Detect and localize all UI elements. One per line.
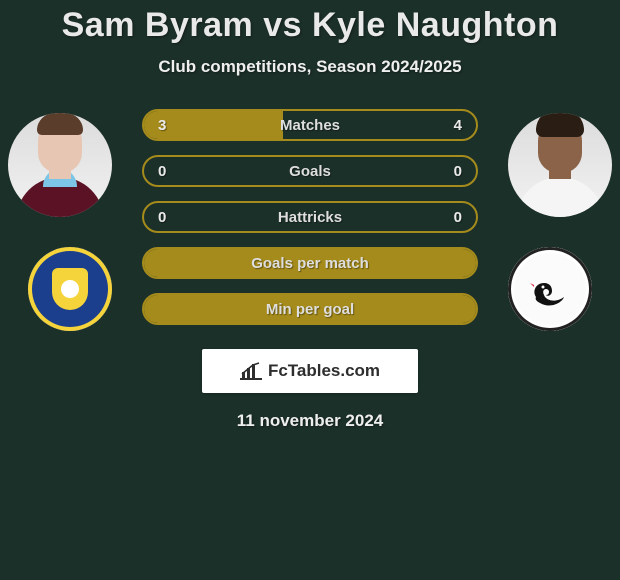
player1-club-crest <box>28 247 112 331</box>
stat-value-left: 0 <box>158 163 166 180</box>
player1-avatar <box>8 113 112 217</box>
comparison-panel: 3 Matches 4 0 Goals 0 0 Hattricks 0 Goals per mat… <box>0 109 620 325</box>
stat-label: Hattricks <box>278 209 342 226</box>
stat-row: 3 Matches 4 <box>142 109 478 141</box>
title-player2: Kyle Naughton <box>312 6 558 44</box>
brand-text: FcTables.com <box>268 361 380 381</box>
stat-row: 0 Goals 0 <box>142 155 478 187</box>
page-title: Sam Byram vs Kyle Naughton <box>0 0 620 45</box>
date-text: 11 november 2024 <box>0 411 620 431</box>
player2-silhouette-icon <box>508 113 612 217</box>
stat-row: Goals per match <box>142 247 478 279</box>
player2-club-crest <box>508 247 592 331</box>
subtitle: Club competitions, Season 2024/2025 <box>0 57 620 77</box>
stat-row: 0 Hattricks 0 <box>142 201 478 233</box>
title-vs: vs <box>263 6 302 44</box>
stat-value-right: 0 <box>454 163 462 180</box>
stat-label: Goals <box>289 163 331 180</box>
stat-value-left: 0 <box>158 209 166 226</box>
bar-chart-icon <box>240 362 262 380</box>
title-player1: Sam Byram <box>62 6 254 44</box>
stat-label: Min per goal <box>266 301 354 318</box>
swansea-crest-icon <box>508 247 592 331</box>
leeds-crest-icon <box>28 247 112 331</box>
stat-label: Goals per match <box>251 255 369 272</box>
stat-row: Min per goal <box>142 293 478 325</box>
stat-value-right: 0 <box>454 209 462 226</box>
stat-rows: 3 Matches 4 0 Goals 0 0 Hattricks 0 Goals per mat… <box>142 109 478 325</box>
player2-avatar <box>508 113 612 217</box>
player1-silhouette-icon <box>8 113 112 217</box>
stat-label: Matches <box>280 117 340 134</box>
brand-badge: FcTables.com <box>202 349 418 393</box>
stat-value-right: 4 <box>454 117 462 134</box>
stat-value-left: 3 <box>158 117 166 134</box>
